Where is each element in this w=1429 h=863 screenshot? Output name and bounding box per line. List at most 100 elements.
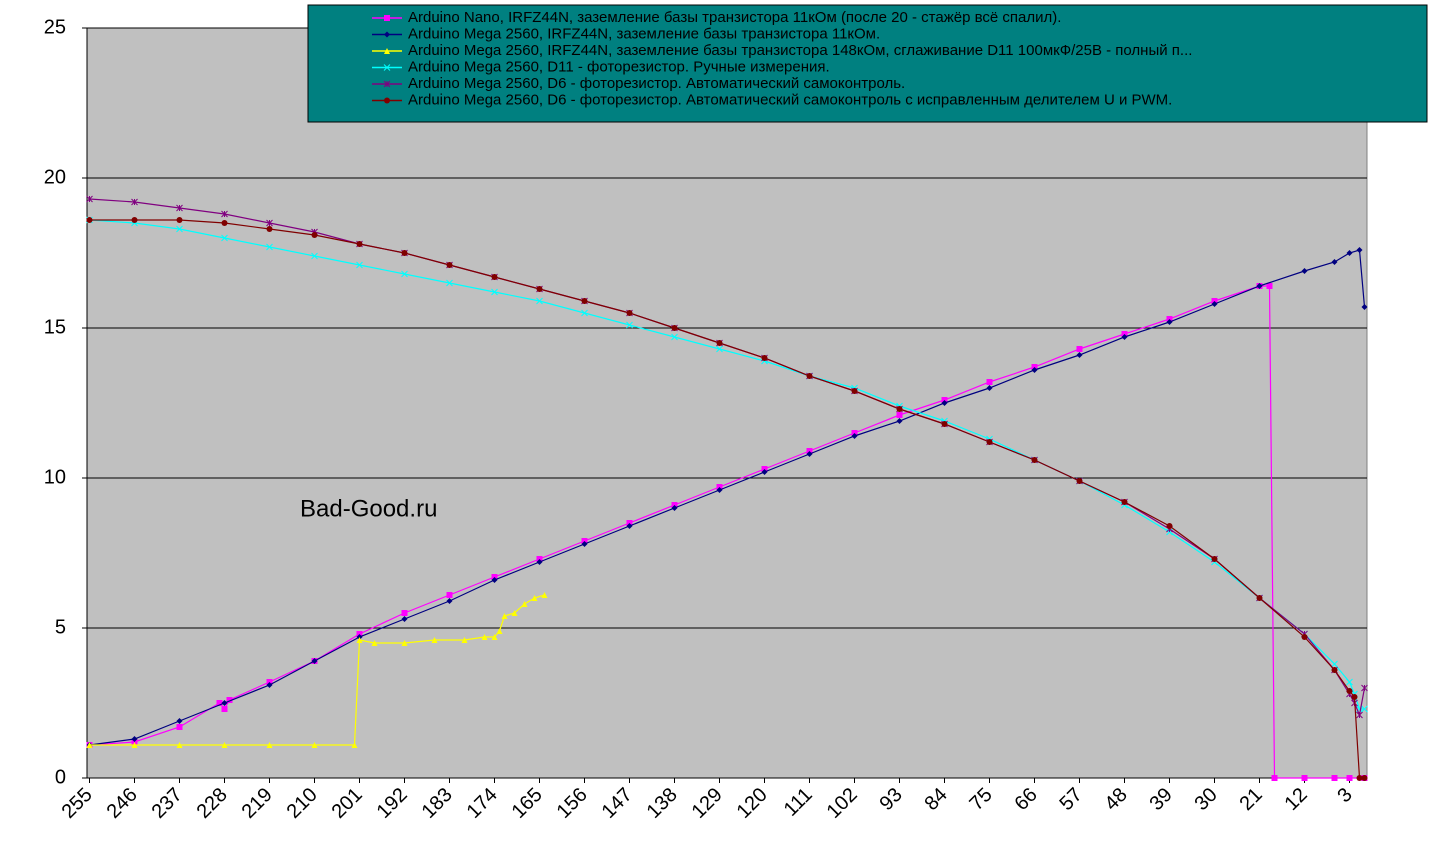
marker bbox=[86, 195, 93, 203]
marker bbox=[401, 250, 408, 256]
marker bbox=[1331, 660, 1338, 668]
marker bbox=[941, 400, 948, 406]
marker bbox=[501, 613, 508, 619]
marker bbox=[1211, 301, 1218, 307]
x-tick-label: 138 bbox=[643, 784, 682, 823]
marker bbox=[1121, 499, 1128, 505]
marker bbox=[536, 559, 543, 565]
marker bbox=[176, 742, 183, 748]
y-tick-label: 20 bbox=[44, 166, 66, 188]
x-tick-label: 246 bbox=[103, 784, 142, 823]
marker bbox=[896, 412, 903, 418]
x-tick-label: 120 bbox=[733, 784, 772, 823]
marker bbox=[806, 451, 813, 457]
legend-label: Arduino Mega 2560, D6 - фоторезистор. Ав… bbox=[408, 91, 1172, 108]
watermark: Bad-Good.ru bbox=[300, 495, 437, 522]
x-tick-label: 147 bbox=[598, 784, 637, 823]
marker bbox=[941, 421, 948, 427]
marker bbox=[1166, 319, 1173, 325]
marker bbox=[221, 210, 228, 218]
legend-label: Arduino Mega 2560, D6 - фоторезистор. Ав… bbox=[408, 75, 905, 92]
marker bbox=[521, 601, 528, 607]
marker bbox=[461, 637, 468, 643]
marker bbox=[496, 628, 503, 634]
marker bbox=[1031, 367, 1038, 373]
marker bbox=[531, 595, 538, 601]
x-tick-label: 48 bbox=[1100, 784, 1131, 815]
marker bbox=[851, 433, 858, 439]
marker bbox=[896, 418, 903, 424]
marker bbox=[671, 325, 678, 331]
marker bbox=[1331, 775, 1338, 781]
x-tick-label: 66 bbox=[1010, 784, 1041, 815]
marker bbox=[446, 592, 453, 598]
marker bbox=[1121, 334, 1128, 340]
marker bbox=[1031, 457, 1038, 463]
marker bbox=[384, 31, 390, 38]
legend bbox=[307, 4, 1428, 123]
x-tick-label: 228 bbox=[193, 784, 232, 823]
marker bbox=[446, 279, 453, 287]
marker bbox=[86, 742, 93, 748]
x-tick-label: 165 bbox=[508, 784, 547, 823]
marker bbox=[221, 220, 228, 226]
x-tick-label: 3 bbox=[1333, 784, 1356, 807]
marker bbox=[86, 217, 93, 223]
marker bbox=[1356, 247, 1363, 253]
legend-label: Arduino Nano, IRFZ44N, заземление базы т… bbox=[408, 9, 1061, 26]
marker bbox=[626, 321, 633, 329]
marker bbox=[511, 610, 518, 616]
marker bbox=[221, 706, 228, 712]
marker bbox=[384, 15, 390, 21]
marker bbox=[1166, 523, 1173, 529]
marker bbox=[266, 682, 273, 688]
marker bbox=[1301, 634, 1308, 640]
x-tick-label: 12 bbox=[1280, 784, 1311, 815]
marker bbox=[266, 226, 273, 232]
marker bbox=[446, 598, 453, 604]
marker bbox=[1346, 678, 1353, 686]
marker bbox=[176, 217, 183, 223]
marker bbox=[311, 252, 318, 260]
marker bbox=[986, 385, 993, 391]
marker bbox=[1331, 259, 1338, 265]
x-tick-label: 21 bbox=[1235, 784, 1266, 815]
x-tick-label: 201 bbox=[328, 784, 367, 823]
x-tick-label: 57 bbox=[1055, 784, 1086, 815]
marker bbox=[851, 388, 858, 394]
marker bbox=[986, 439, 993, 445]
marker bbox=[896, 406, 903, 412]
marker bbox=[431, 637, 438, 643]
marker bbox=[1346, 250, 1353, 256]
marker bbox=[1271, 775, 1278, 781]
marker bbox=[671, 333, 678, 341]
marker bbox=[401, 640, 408, 646]
marker bbox=[1076, 352, 1083, 358]
marker bbox=[491, 274, 498, 280]
marker bbox=[384, 48, 390, 54]
marker bbox=[221, 742, 228, 748]
marker bbox=[311, 232, 318, 238]
marker bbox=[1076, 478, 1083, 484]
marker bbox=[581, 309, 588, 317]
marker bbox=[1351, 694, 1358, 700]
x-tick-label: 75 bbox=[965, 784, 996, 815]
marker bbox=[383, 80, 391, 88]
marker bbox=[536, 286, 543, 292]
marker bbox=[1211, 556, 1218, 562]
marker bbox=[491, 288, 498, 296]
marker bbox=[226, 697, 233, 703]
y-tick-label: 25 bbox=[44, 16, 66, 38]
marker bbox=[131, 742, 138, 748]
plot-area bbox=[86, 27, 1368, 779]
x-tick-label: 30 bbox=[1190, 784, 1221, 815]
marker bbox=[221, 700, 228, 706]
y-tick-label: 0 bbox=[55, 766, 66, 788]
marker bbox=[491, 577, 498, 583]
marker bbox=[131, 198, 138, 206]
marker bbox=[626, 523, 633, 529]
marker bbox=[1301, 268, 1308, 274]
marker bbox=[401, 610, 408, 616]
marker bbox=[371, 640, 378, 646]
